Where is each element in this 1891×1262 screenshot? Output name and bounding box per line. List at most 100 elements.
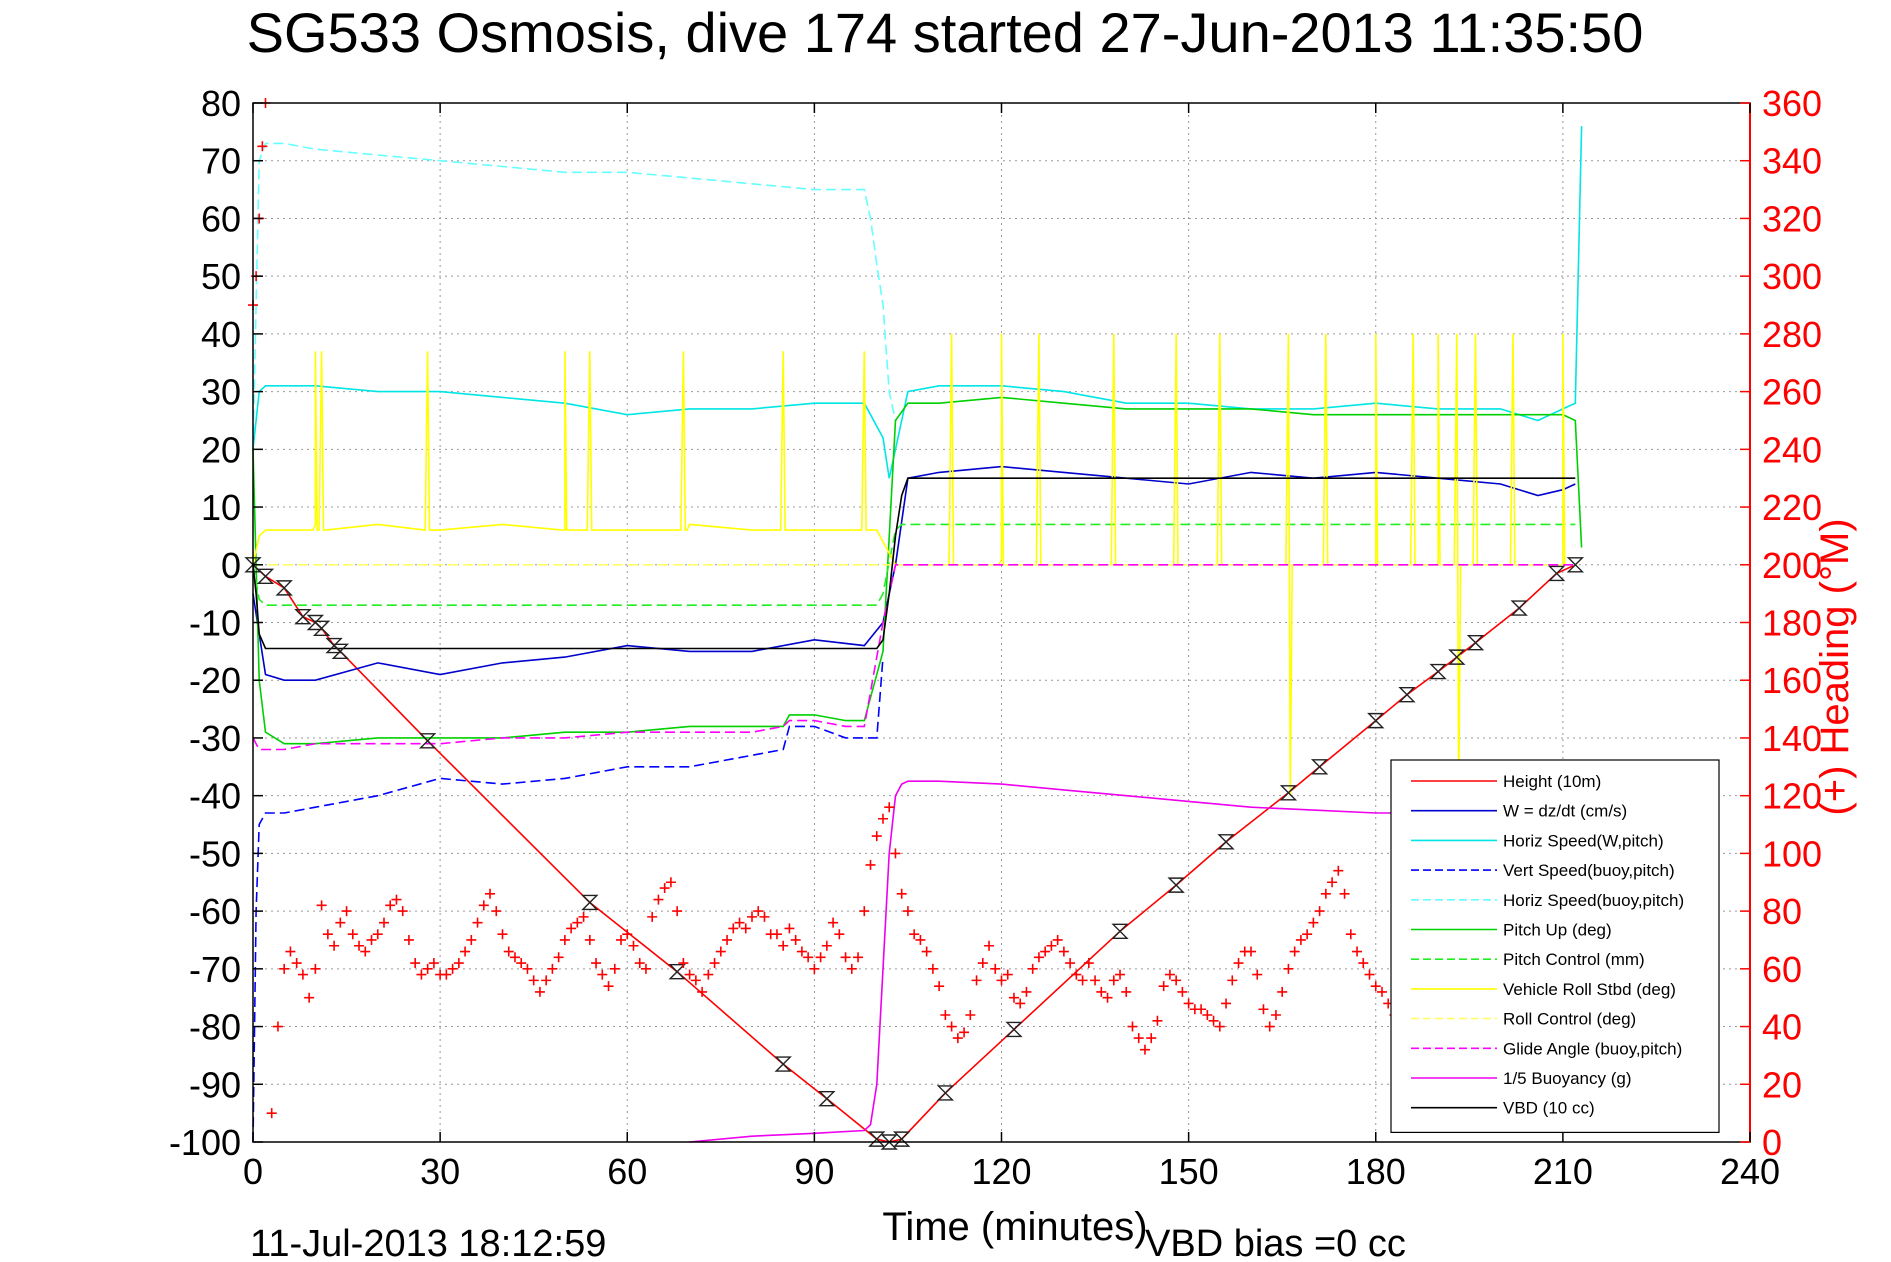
heading-point: [1258, 1004, 1269, 1015]
y-tick-label: 40: [201, 314, 241, 355]
heading-point: [1277, 986, 1288, 997]
heading-point: [528, 975, 539, 986]
height-marker: [868, 1131, 886, 1147]
heading-point: [1171, 975, 1182, 986]
height-marker: [1279, 785, 1298, 801]
heading-point: [1364, 969, 1375, 980]
height-marker: [1310, 759, 1329, 775]
x-tick-label: 180: [1346, 1151, 1406, 1192]
heading-point: [609, 963, 620, 974]
heading-point: [1252, 969, 1263, 980]
heading-point: [485, 888, 496, 899]
heading-point: [909, 929, 920, 940]
series-line: [252, 657, 884, 1143]
heading-point: [1090, 975, 1101, 986]
heading-point: [1046, 940, 1057, 951]
heading-point: [1376, 986, 1387, 997]
right-y-tick-label: 120: [1762, 776, 1822, 817]
heading-point: [1246, 946, 1256, 957]
heading-point: [1152, 1015, 1163, 1026]
heading-point: [628, 940, 639, 951]
right-y-tick-label: 280: [1762, 314, 1822, 355]
heading-point: [647, 911, 658, 922]
heading-point: [366, 934, 377, 945]
heading-point: [322, 929, 333, 940]
heading-point: [1327, 877, 1338, 888]
heading-point: [1127, 1021, 1138, 1032]
heading-point: [272, 1021, 283, 1032]
heading-point: [959, 1027, 970, 1038]
height-marker: [294, 609, 312, 625]
height-marker: [256, 568, 275, 585]
heading-point: [1058, 946, 1069, 957]
footer-timestamp: 11-Jul-2013 18:12:59: [250, 1223, 606, 1262]
heading-point: [460, 946, 471, 957]
heading-point: [1002, 969, 1013, 980]
height-marker: [581, 894, 599, 911]
height-marker: [893, 1131, 911, 1147]
y-tick-label: 80: [201, 83, 241, 124]
heading-point: [566, 923, 577, 934]
heading-point: [1314, 906, 1325, 917]
heading-point: [416, 969, 427, 980]
heading-point: [534, 986, 545, 997]
heading-point: [1077, 975, 1088, 986]
heading-point: [453, 958, 464, 969]
heading-point: [703, 969, 714, 980]
heading-point: [1302, 929, 1313, 940]
heading-point: [466, 934, 477, 945]
heading-point: [927, 963, 938, 974]
x-tick-labels: 0 30 60 90 120 150 180 210 240: [243, 1151, 1780, 1192]
heading-point: [971, 975, 982, 986]
heading-point: [759, 911, 770, 922]
right-y-tick-label: 260: [1762, 372, 1822, 413]
series-line: [252, 126, 1583, 479]
series-line: [252, 396, 1583, 745]
heading-point: [672, 906, 683, 917]
y-tick-label: 70: [201, 141, 241, 182]
heading-point: [678, 958, 689, 969]
y-tick-label: 50: [201, 256, 241, 297]
heading-point: [310, 963, 321, 974]
heading-point: [578, 911, 589, 922]
heading-point: [690, 975, 701, 986]
heading-point: [1270, 1010, 1281, 1021]
heading-point: [616, 934, 627, 945]
heading-point: [1108, 975, 1119, 986]
heading-point: [285, 946, 296, 957]
x-axis-label: Time (minutes): [882, 1205, 1147, 1249]
heading-point: [946, 1021, 957, 1032]
series-line: [252, 523, 1576, 606]
heading-point: [1339, 888, 1350, 899]
legend-label: Vehicle Roll Stbd (deg): [1503, 980, 1676, 999]
heading-point: [1121, 986, 1132, 997]
heading-point: [584, 934, 595, 945]
height-marker: [418, 733, 437, 749]
heading-point: [1102, 992, 1113, 1003]
heading-point: [1289, 946, 1300, 957]
y-tick-label: -60: [189, 891, 241, 932]
heading-point: [385, 900, 396, 911]
heading-point: [722, 934, 733, 945]
heading-point: [266, 1108, 277, 1119]
right-y-tick-label: 40: [1762, 1007, 1802, 1048]
heading-point: [1021, 986, 1032, 997]
heading-point: [915, 934, 926, 945]
x-tick-label: 210: [1533, 1151, 1593, 1192]
heading-point: [840, 952, 851, 963]
height-marker: [331, 643, 350, 660]
legend-label: 1/5 Buoyancy (g): [1503, 1069, 1632, 1088]
chart-title: SG533 Osmosis, dive 174 started 27-Jun-2…: [247, 1, 1644, 64]
right-y-tick-label: 340: [1762, 141, 1822, 182]
heading-point: [347, 929, 358, 940]
right-y-tick-label: 160: [1762, 660, 1822, 701]
heading-point: [790, 934, 801, 945]
heading-point: [902, 906, 913, 917]
heading-point: [709, 958, 720, 969]
right-y-tick-labels: 3603403203002802602402202001801601401201…: [1762, 83, 1822, 1163]
heading-point: [1015, 998, 1026, 1009]
y-tick-label: 30: [201, 372, 241, 413]
legend-label: Horiz Speed(W,pitch): [1503, 831, 1664, 850]
heading-point: [1083, 958, 1094, 969]
right-y-tick-label: 180: [1762, 603, 1822, 644]
